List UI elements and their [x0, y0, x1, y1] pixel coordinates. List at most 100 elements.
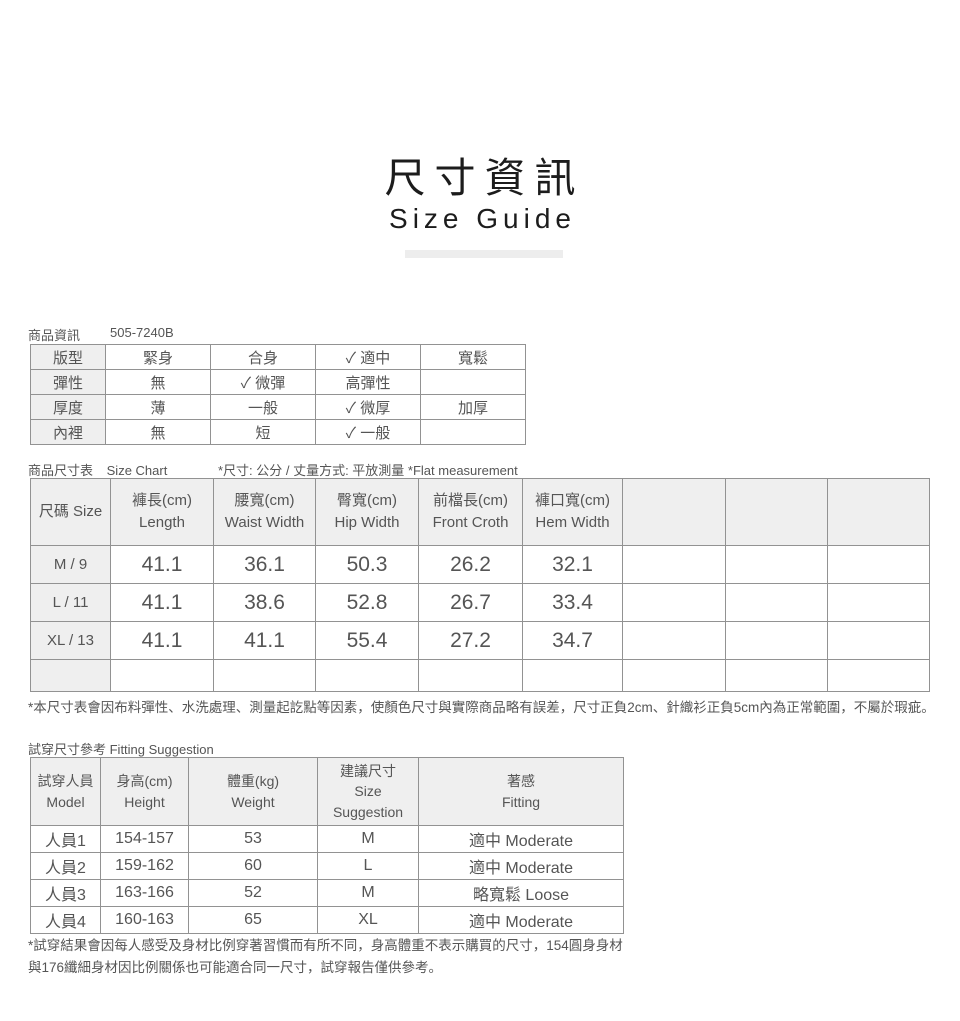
size-row-xl: XL / 13 41.1 41.1 55.4 27.2 34.7 — [30, 621, 930, 660]
col-header-fitting: 著感 Fitting — [418, 757, 624, 826]
option-cell-checked: ✓ 一般 — [315, 419, 421, 445]
value-cell: 41.1 — [110, 621, 214, 660]
option-cell: 緊身 — [105, 344, 211, 370]
col-header-size-suggestion: 建議尺寸 Size Suggestion — [317, 757, 419, 826]
height-cell: 159-162 — [100, 852, 189, 880]
empty-cell — [213, 659, 316, 692]
col-header-en: Weight — [231, 793, 275, 810]
fitting-section-label: 試穿尺寸參考 Fitting Suggestion — [28, 742, 214, 757]
col-header-zh: 腰寬(cm) — [234, 491, 295, 509]
size-chart-footnote: *本尺寸表會因布料彈性、水洗處理、測量起訖點等因素，使顏色尺寸與實際商品略有誤差… — [28, 700, 935, 715]
option-cell: 合身 — [210, 344, 316, 370]
empty-cell — [725, 621, 828, 660]
model-cell: 人員4 — [30, 906, 101, 934]
size-chart-label-zh: 商品尺寸表 — [28, 463, 94, 478]
col-header-zh: 建議尺寸 — [340, 763, 396, 780]
product-info-label: 商品資訊 — [28, 328, 81, 343]
option-cell: 加厚 — [420, 394, 526, 420]
size-label: M / 9 — [30, 545, 111, 584]
empty-cell — [522, 659, 623, 692]
value-cell: 32.1 — [522, 545, 623, 584]
value-cell: 50.3 — [315, 545, 419, 584]
empty-cell — [827, 621, 930, 660]
fitting-row: 人員4 160-163 65 XL 適中 Moderate — [30, 906, 624, 934]
col-header-zh: 褲口寬(cm) — [535, 491, 610, 509]
fitting-header-row: 試穿人員 Model 身高(cm) Height 體重(kg) Weight 建… — [30, 757, 624, 826]
product-info-table: 版型 緊身 合身 ✓ 適中 寬鬆 彈性 無 ✓ 微彈 高彈性 厚度 薄 一般 ✓… — [30, 344, 526, 445]
empty-cell — [622, 545, 726, 584]
col-header-zh: 試穿人員 — [37, 773, 94, 790]
table-row: 彈性 無 ✓ 微彈 高彈性 — [30, 369, 526, 395]
option-cell: 短 — [210, 419, 316, 445]
height-cell: 160-163 — [100, 906, 189, 934]
value-cell: 33.4 — [522, 583, 623, 622]
col-header-en: Length — [139, 514, 185, 531]
option-cell — [420, 419, 526, 445]
row-label: 厚度 — [30, 394, 106, 420]
weight-cell: 65 — [188, 906, 318, 934]
title-divider — [405, 250, 563, 258]
fitting-table: 試穿人員 Model 身高(cm) Height 體重(kg) Weight 建… — [30, 757, 624, 934]
page-title: 尺寸資訊 — [384, 155, 585, 201]
empty-cell — [827, 659, 930, 692]
empty-cell — [725, 659, 828, 692]
col-header-zh: 褲長(cm) — [132, 491, 192, 509]
col-header-hem: 褲口寬(cm) Hem Width — [522, 478, 623, 546]
fitting-cell: 適中 Moderate — [418, 852, 624, 880]
model-cell: 人員2 — [30, 852, 101, 880]
value-cell: 27.2 — [418, 621, 523, 660]
empty-cell — [622, 659, 726, 692]
size-row-m: M / 9 41.1 36.1 50.3 26.2 32.1 — [30, 545, 930, 584]
col-header-en: Front Croth — [432, 514, 509, 531]
size-suggestion-cell: XL — [317, 906, 419, 934]
model-cell: 人員3 — [30, 879, 101, 907]
empty-cell — [827, 545, 930, 584]
option-cell — [420, 369, 526, 395]
col-header-en: Height — [124, 793, 165, 810]
option-cell: 高彈性 — [315, 369, 421, 395]
row-label: 彈性 — [30, 369, 106, 395]
col-header-hip: 臀寬(cm) Hip Width — [315, 478, 419, 546]
measure-note: *尺寸: 公分 / 丈量方式: 平放測量 *Flat measurement — [217, 463, 518, 478]
fitting-row: 人員1 154-157 53 M 適中 Moderate — [30, 825, 624, 853]
option-cell: 無 — [105, 419, 211, 445]
col-header-size: 尺碼 Size — [30, 478, 111, 546]
fitting-cell: 適中 Moderate — [418, 825, 624, 853]
option-cell-checked: ✓ 微厚 — [315, 394, 421, 420]
height-cell: 163-166 — [100, 879, 189, 907]
table-row: 內裡 無 短 ✓ 一般 — [30, 419, 526, 445]
value-cell: 34.7 — [522, 621, 623, 660]
empty-cell — [622, 621, 726, 660]
col-header-model: 試穿人員 Model — [30, 757, 101, 826]
col-header-en: Size — [354, 783, 382, 800]
col-header-zh: 身高(cm) — [116, 773, 173, 790]
product-sku: 505-7240B — [110, 325, 174, 340]
value-cell: 38.6 — [213, 583, 316, 622]
col-header-zh: 臀寬(cm) — [337, 491, 397, 509]
col-header-weight: 體重(kg) Weight — [188, 757, 318, 826]
empty-cell — [418, 659, 523, 692]
empty-cell — [827, 583, 930, 622]
col-header-en: Hem Width — [535, 514, 610, 531]
size-row-l: L / 11 41.1 38.6 52.8 26.7 33.4 — [30, 583, 930, 622]
col-header-waist: 腰寬(cm) Waist Width — [213, 478, 316, 546]
fitting-row: 人員3 163-166 52 M 略寬鬆 Loose — [30, 879, 624, 907]
option-cell: 一般 — [210, 394, 316, 420]
empty-header-cell — [622, 478, 726, 546]
weight-cell: 53 — [188, 825, 318, 853]
size-chart-caption: 商品尺寸表 Size Chart *尺寸: 公分 / 丈量方式: 平放測量 *F… — [28, 460, 518, 479]
col-header-en2: Suggestion — [332, 803, 404, 820]
size-chart-header-row: 尺碼 Size 褲長(cm) Length 腰寬(cm) Waist Width… — [30, 478, 930, 546]
option-cell-checked: ✓ 適中 — [315, 344, 421, 370]
col-header-en: Model — [46, 793, 85, 810]
table-row: 厚度 薄 一般 ✓ 微厚 加厚 — [30, 394, 526, 420]
weight-cell: 52 — [188, 879, 318, 907]
empty-cell — [622, 583, 726, 622]
empty-cell — [30, 659, 111, 692]
size-suggestion-cell: L — [317, 852, 419, 880]
size-suggestion-cell: M — [317, 879, 419, 907]
empty-cell — [725, 545, 828, 584]
size-label: XL / 13 — [30, 621, 111, 660]
row-label: 內裡 — [30, 419, 106, 445]
value-cell: 26.7 — [418, 583, 523, 622]
